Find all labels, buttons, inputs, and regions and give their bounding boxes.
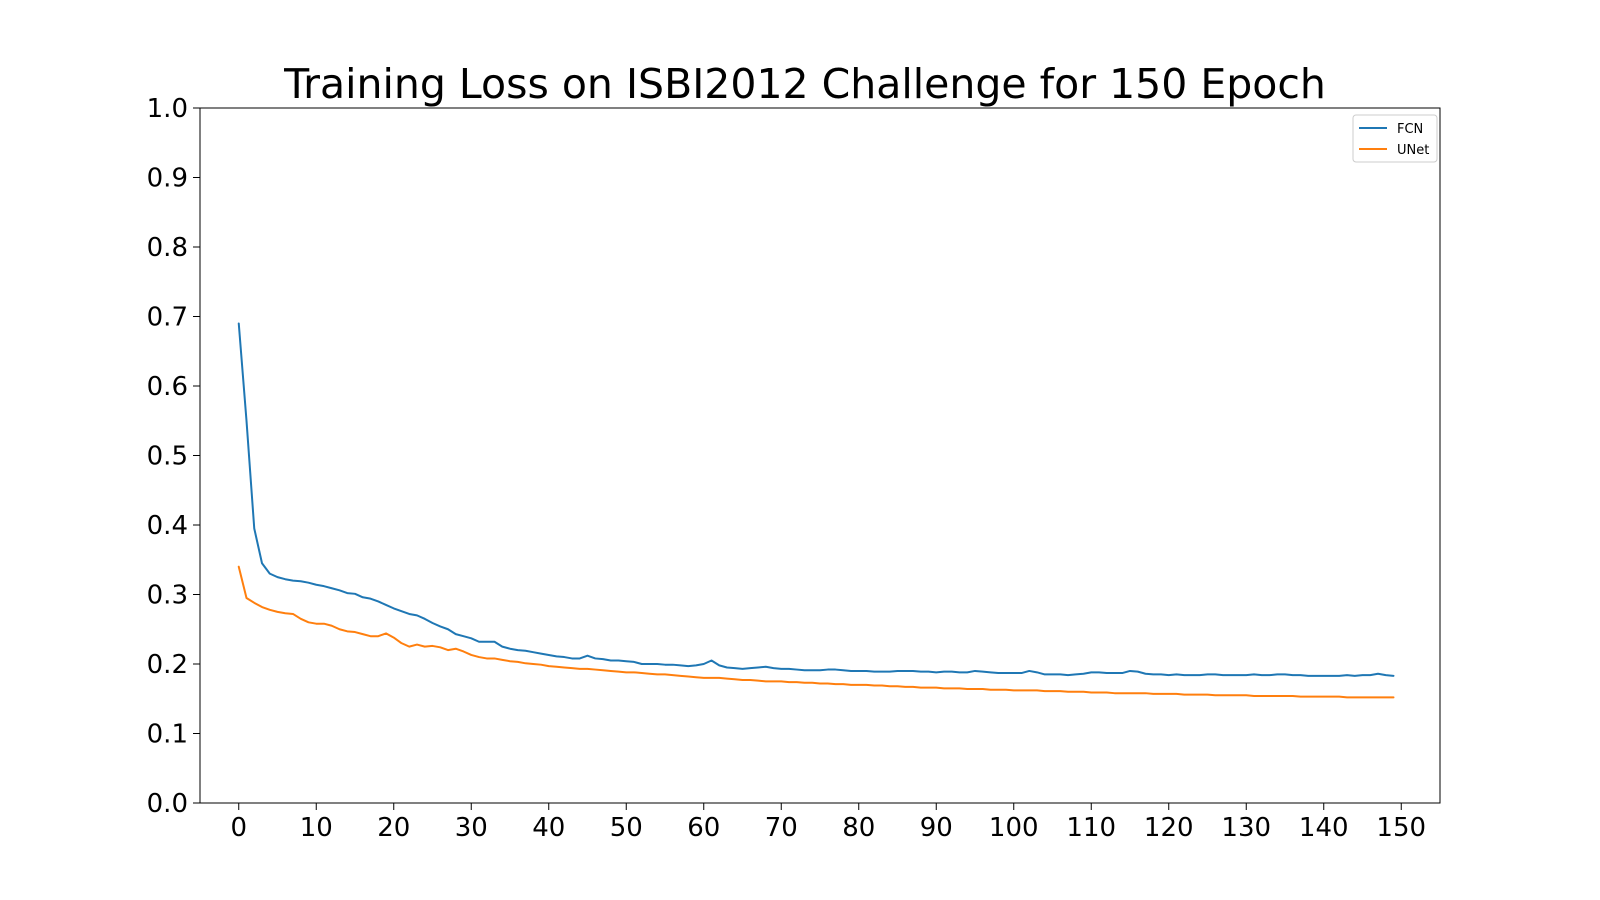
x-tick-label: 50 — [610, 813, 643, 843]
legend-box — [1352, 114, 1438, 163]
legend: FCN UNet — [1352, 114, 1438, 163]
x-tick-label: 20 — [377, 813, 410, 843]
x-tick-label: 140 — [1299, 813, 1349, 843]
x-tick-label: 80 — [842, 813, 875, 843]
y-tick-label: 0.6 — [147, 372, 188, 402]
x-tick-label: 120 — [1144, 813, 1194, 843]
series-line-unet — [237, 565, 1395, 699]
x-tick-label: 100 — [989, 813, 1039, 843]
y-tick-label: 0.1 — [147, 720, 188, 750]
y-tick-label: 0.7 — [147, 303, 188, 333]
series-line-fcn — [237, 322, 1395, 677]
y-tick-label: 0.9 — [147, 164, 188, 194]
y-tick-label: 0.2 — [147, 650, 188, 680]
x-tick-label: 10 — [300, 813, 333, 843]
legend-label-unet: UNet — [1397, 143, 1429, 158]
plot-area-frame — [199, 107, 1441, 804]
x-tick-label: 0 — [230, 813, 247, 843]
y-tick-label: 0.8 — [147, 233, 188, 263]
x-tick-label: 30 — [455, 813, 488, 843]
chart-title: Training Loss on ISBI2012 Challenge for … — [283, 60, 1326, 108]
y-tick-label: 0.5 — [147, 442, 188, 472]
x-tick-label: 150 — [1376, 813, 1426, 843]
x-tick-label: 40 — [532, 813, 565, 843]
y-tick-label: 0.3 — [147, 581, 188, 611]
x-axis: 0 10 20 30 40 50 60 70 80 90 100 110 120 130 140 150 — [230, 803, 1426, 843]
x-tick-label: 130 — [1221, 813, 1271, 843]
x-tick-label: 60 — [687, 813, 720, 843]
x-tick-label: 70 — [765, 813, 798, 843]
x-tick-label: 90 — [920, 813, 953, 843]
legend-label-fcn: FCN — [1397, 122, 1423, 137]
y-tick-label: 0.4 — [147, 511, 188, 541]
series-layer — [237, 322, 1395, 699]
y-tick-label: 1.0 — [147, 94, 188, 124]
y-axis: 0.0 0.1 0.2 0.3 0.4 0.5 0.6 0.7 0.8 0.9 1.0 — [147, 94, 200, 819]
x-tick-label: 110 — [1066, 813, 1116, 843]
y-tick-label: 0.0 — [147, 789, 188, 819]
